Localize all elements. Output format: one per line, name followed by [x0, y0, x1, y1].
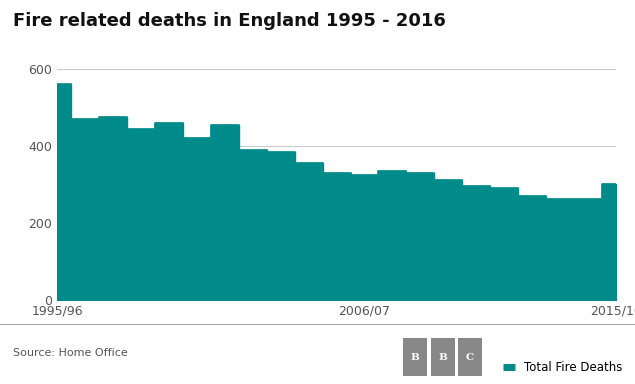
Legend: Total Fire Deaths: Total Fire Deaths [503, 361, 623, 374]
Text: B: B [438, 353, 447, 362]
Text: Source: Home Office: Source: Home Office [13, 348, 128, 358]
Text: B: B [411, 353, 420, 362]
Text: C: C [466, 353, 474, 362]
Text: Fire related deaths in England 1995 - 2016: Fire related deaths in England 1995 - 20… [13, 12, 446, 30]
